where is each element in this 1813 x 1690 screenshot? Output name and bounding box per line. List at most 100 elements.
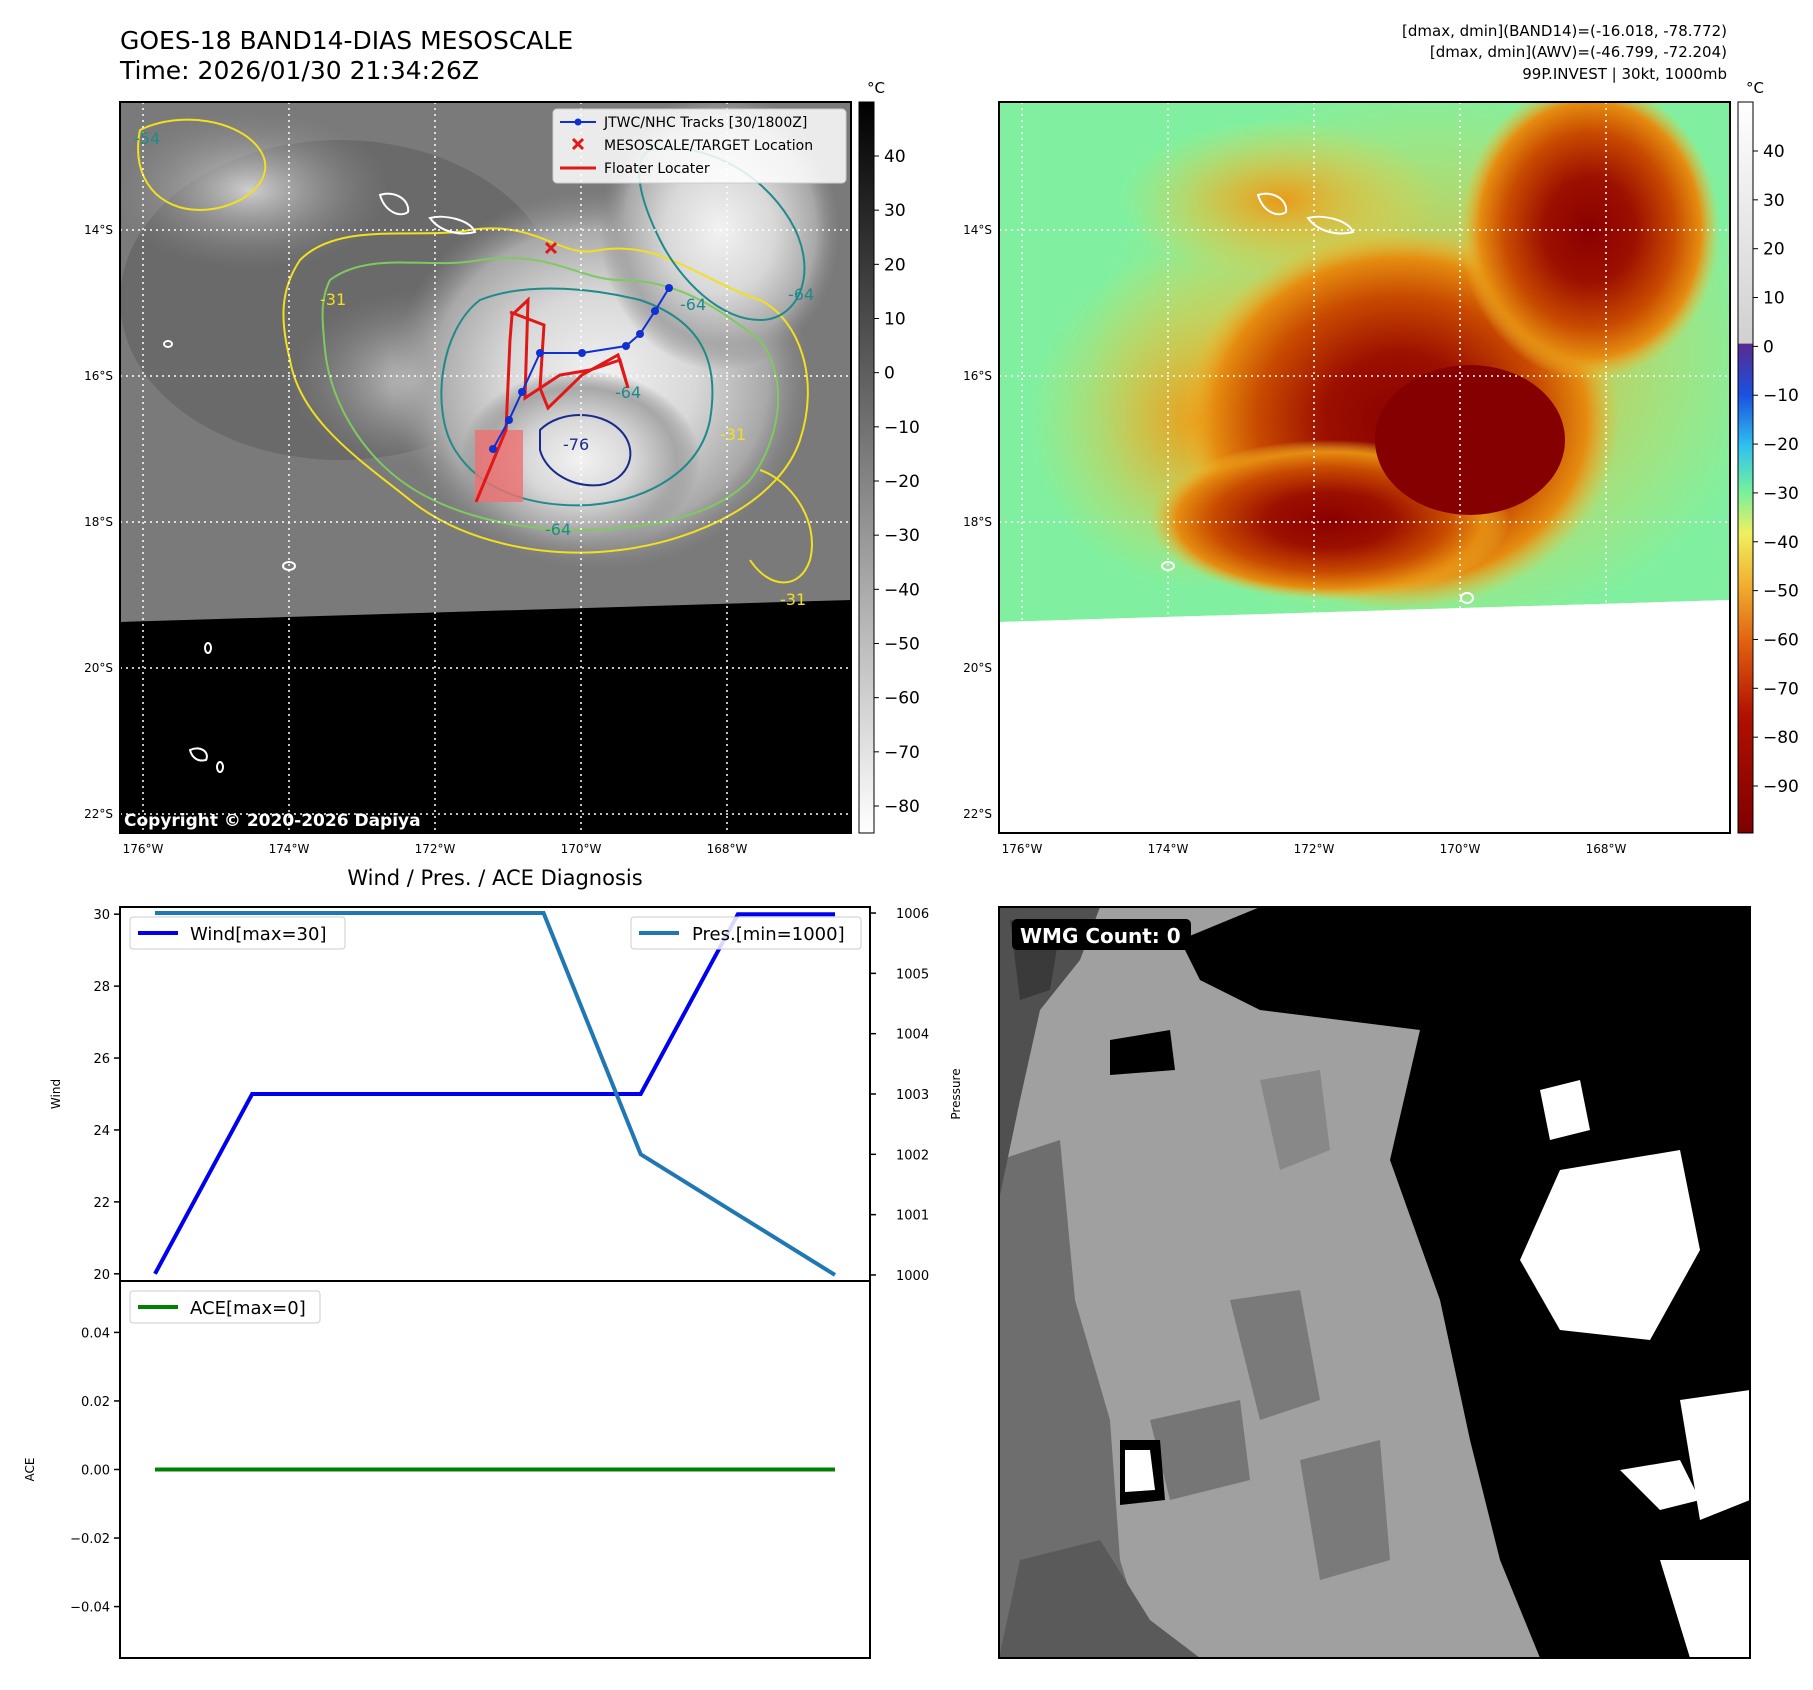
wind-tick-label: 30 bbox=[93, 908, 110, 923]
colorbar-tick-label: −40 bbox=[1763, 533, 1799, 553]
track-point bbox=[651, 307, 659, 315]
contour-label: -31 bbox=[320, 290, 346, 309]
contour-label: -76 bbox=[563, 435, 589, 454]
contour-label: -64 bbox=[788, 285, 814, 304]
colorbar-tick-label: −90 bbox=[1763, 777, 1799, 797]
ace-tick-label: −0.02 bbox=[70, 1532, 110, 1547]
colorbar-tick-label: −60 bbox=[884, 689, 920, 709]
ir-lat-labels: 14°S 16°S 18°S 20°S 22°S bbox=[84, 223, 113, 821]
ace-tick-label: 0.00 bbox=[81, 1464, 110, 1479]
lat-label: 22°S bbox=[963, 807, 992, 821]
contour-label: -54 bbox=[134, 129, 160, 148]
lon-label: 168°W bbox=[707, 842, 748, 856]
wind-axis-label: Wind bbox=[49, 1079, 63, 1109]
colorbar-tick-label: 10 bbox=[884, 310, 906, 330]
colorbar-tick-label: −20 bbox=[884, 472, 920, 492]
ace-tick-label: −0.04 bbox=[70, 1601, 110, 1616]
pressure-tick-label: 1001 bbox=[896, 1209, 929, 1224]
track-point bbox=[622, 342, 630, 350]
lon-label: 170°W bbox=[561, 842, 602, 856]
contour-label: -64 bbox=[615, 383, 641, 402]
info-awv: [dmax, dmin](AWV)=(-46.799, -72.204) bbox=[1429, 43, 1727, 61]
colorbar-tick-label: −60 bbox=[1763, 630, 1799, 650]
colorbar-tick-label: −30 bbox=[884, 526, 920, 546]
wind-legend bbox=[129, 916, 346, 950]
awv-gridlines bbox=[999, 102, 1730, 833]
wmg-count-label: WMG Count: 0 bbox=[1020, 924, 1181, 948]
colorbar-tick-label: 40 bbox=[884, 147, 906, 167]
track-point bbox=[578, 349, 586, 357]
legend-track-label: JTWC/NHC Tracks [30/1800Z] bbox=[603, 115, 807, 131]
wind-series-line bbox=[153, 912, 835, 1275]
track-point bbox=[665, 284, 673, 292]
ir-colorbar: °C 40 30 20 10 0 −10 −20 −30 −40 −50 −60 −70 −80 bbox=[858, 79, 920, 834]
pressure-series-line bbox=[155, 911, 837, 1277]
ir-legend: JTWC/NHC Tracks [30/1800Z] MESOSCALE/TAR… bbox=[552, 108, 847, 184]
colorbar-tick-label: −50 bbox=[884, 635, 920, 655]
contour-label: -31 bbox=[720, 425, 746, 444]
pressure-tick-label: 1003 bbox=[896, 1088, 929, 1103]
lon-label: 168°W bbox=[1586, 842, 1627, 856]
wind-tick-label: 28 bbox=[93, 980, 110, 995]
pressure-tick-label: 1004 bbox=[896, 1028, 929, 1043]
info-storm: 99P.INVEST | 30kt, 1000mb bbox=[1522, 65, 1727, 83]
info-band14: [dmax, dmin](BAND14)=(-16.018, -78.772) bbox=[1402, 22, 1727, 40]
ace-axis-label: ACE bbox=[23, 1458, 37, 1482]
pressure-tick-label: 1002 bbox=[896, 1148, 929, 1163]
colorbar-tick-label: −70 bbox=[1763, 679, 1799, 699]
chart-time: Time: 2026/01/30 21:34:26Z bbox=[120, 56, 479, 85]
awv-panel-frame bbox=[998, 101, 1731, 834]
track-point bbox=[636, 330, 644, 338]
legend-target-label: MESOSCALE/TARGET Location bbox=[604, 138, 813, 154]
lat-label: 18°S bbox=[84, 515, 113, 529]
jtwc-track bbox=[489, 284, 673, 453]
target-location-marker bbox=[544, 241, 558, 255]
contour-label: -31 bbox=[780, 590, 806, 609]
copyright-text: Copyright © 2020-2026 Dapiya bbox=[124, 811, 421, 831]
legend-floater-label: Floater Locater bbox=[604, 161, 710, 177]
colorbar-tick-label: −80 bbox=[1763, 728, 1799, 748]
ace-tick-label: 0.02 bbox=[81, 1395, 110, 1410]
ir-contour-labels: -54 -31 -64 -64 -76 -64 -31 -31 -64 bbox=[134, 129, 814, 609]
wind-tick-label: 22 bbox=[93, 1196, 110, 1211]
lat-label: 16°S bbox=[963, 369, 992, 383]
colorbar-tick-label: −80 bbox=[884, 797, 920, 817]
lon-label: 170°W bbox=[1440, 842, 1481, 856]
colorbar-tick-label: 10 bbox=[1763, 289, 1785, 309]
colorbar-unit: °C bbox=[1746, 79, 1764, 97]
ir-lon-labels: 176°W 174°W 172°W 170°W 168°W bbox=[123, 842, 748, 856]
colorbar-tick-label: 30 bbox=[1763, 191, 1785, 211]
colorbar-tick-label: −50 bbox=[1763, 582, 1799, 602]
track-point bbox=[505, 416, 513, 424]
track-point bbox=[489, 445, 497, 453]
diagnosis-chart: 30 28 26 24 22 20 1006 1005 1004 1003 1002 1001 1000… bbox=[23, 906, 963, 1659]
lon-label: 176°W bbox=[1002, 842, 1043, 856]
pressure-legend-label: Pres.[min=1000] bbox=[692, 924, 845, 945]
awv-lat-labels: 14°S 16°S 18°S 20°S 22°S bbox=[963, 223, 992, 821]
track-point bbox=[536, 349, 544, 357]
lat-label: 20°S bbox=[84, 661, 113, 675]
wmg-panel-frame bbox=[998, 906, 1751, 1659]
diagnosis-title: Wind / Pres. / ACE Diagnosis bbox=[347, 866, 642, 890]
wmg-count-badge bbox=[1012, 919, 1191, 950]
ir-gridlines bbox=[120, 102, 851, 833]
chart-title: GOES-18 BAND14-DIAS MESOSCALE bbox=[120, 26, 574, 55]
colorbar-tick-label: 30 bbox=[884, 201, 906, 221]
wind-tick-label: 20 bbox=[93, 1268, 110, 1283]
ace-legend bbox=[129, 1290, 321, 1324]
lon-label: 174°W bbox=[269, 842, 310, 856]
floater-locater-line bbox=[474, 296, 630, 503]
wind-tick-label: 26 bbox=[93, 1052, 110, 1067]
colorbar-tick-label: −40 bbox=[884, 580, 920, 600]
lat-label: 22°S bbox=[84, 807, 113, 821]
lon-label: 172°W bbox=[1294, 842, 1335, 856]
awv-image bbox=[999, 102, 1730, 833]
colorbar-tick-label: −30 bbox=[1763, 484, 1799, 504]
wind-legend-label: Wind[max=30] bbox=[190, 924, 327, 945]
ir-satellite-image bbox=[120, 102, 851, 833]
ace-legend-label: ACE[max=0] bbox=[190, 1298, 306, 1319]
lon-label: 172°W bbox=[415, 842, 456, 856]
pressure-tick-label: 1000 bbox=[896, 1269, 929, 1284]
colorbar-tick-label: −10 bbox=[1763, 386, 1799, 406]
